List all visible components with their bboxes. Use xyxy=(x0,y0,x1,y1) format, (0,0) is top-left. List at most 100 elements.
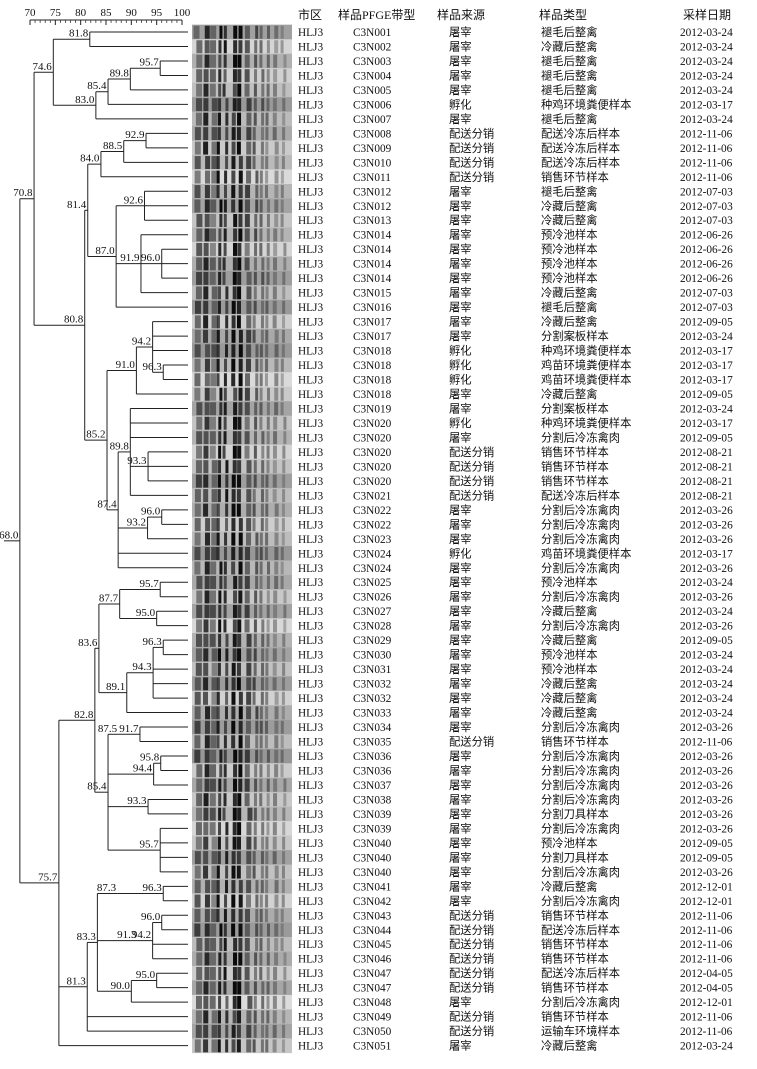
gel-band xyxy=(259,40,263,54)
gel-band xyxy=(233,228,238,242)
city-cell: HLJ3 xyxy=(298,968,323,980)
gel-band xyxy=(274,894,279,908)
sampling-date-cell: 2012-12-01 xyxy=(680,881,733,893)
gel-band xyxy=(253,257,257,271)
gel-band xyxy=(274,909,279,923)
gel-band xyxy=(195,648,202,662)
gel-band xyxy=(223,619,227,633)
gel-band xyxy=(219,25,223,39)
gel-band xyxy=(265,851,269,865)
gel-band xyxy=(273,590,278,604)
gel-band xyxy=(253,807,257,821)
gel-band xyxy=(282,286,286,300)
city-cell: HLJ3 xyxy=(298,186,323,198)
gel-band xyxy=(244,576,250,589)
gel-band xyxy=(253,1024,257,1038)
gel-band xyxy=(266,995,270,1009)
gel-band xyxy=(225,1024,229,1038)
gel-band xyxy=(259,735,263,749)
gel-band xyxy=(238,735,243,749)
gel-band xyxy=(266,822,270,836)
pfge-type-cell: C3N031 xyxy=(353,664,391,676)
sample-source-cell: 屠宰 xyxy=(449,648,472,662)
gel-band xyxy=(218,590,222,604)
gel-band xyxy=(273,257,278,271)
gel-band xyxy=(272,489,277,503)
gel-band xyxy=(253,98,257,112)
gel-band xyxy=(252,141,256,155)
gel-band xyxy=(196,416,203,430)
sample-source-cell: 屠宰 xyxy=(449,503,472,517)
table-row: HLJ3 C3N022 屠宰 分割后冷冻禽肉 2012-03-26 xyxy=(298,517,733,531)
gel-band xyxy=(237,54,242,68)
gel-band xyxy=(246,112,252,126)
gel-band xyxy=(283,69,287,83)
pfge-type-cell: C3N041 xyxy=(353,881,391,893)
gel-band xyxy=(231,300,236,314)
node-similarity-label: 95.7 xyxy=(139,839,159,851)
node-similarity-label: 83.6 xyxy=(78,637,98,649)
gel-band xyxy=(265,300,269,314)
table-row: HLJ3 C3N026 屠宰 分割后冷冻禽肉 2012-03-26 xyxy=(298,590,733,604)
gel-band xyxy=(194,894,201,908)
gel-band xyxy=(259,387,263,401)
table-row: HLJ3 C3N047 配送分销 配送冷冻后样本 2012-04-05 xyxy=(298,966,733,980)
sample-type-cell: 种鸡环境粪便样本 xyxy=(541,416,631,430)
gel-band xyxy=(266,242,270,256)
gel-band xyxy=(194,489,201,503)
sample-source-cell: 配送分销 xyxy=(449,1024,494,1038)
gel-band xyxy=(255,185,259,199)
gel-band xyxy=(237,1010,242,1024)
node-similarity-label: 83.0 xyxy=(75,94,95,106)
sampling-date-cell: 2012-12-01 xyxy=(680,997,733,1009)
sampling-date-cell: 2012-04-05 xyxy=(680,968,733,980)
gel-band xyxy=(266,387,270,401)
sample-type-cell: 配送冷冻后样本 xyxy=(541,923,620,937)
gel-band xyxy=(231,315,236,329)
gel-band xyxy=(259,547,263,561)
gel-band xyxy=(203,127,209,141)
sample-type-cell: 种鸡环境粪便样本 xyxy=(541,344,631,358)
sample-type-cell: 分割后冷冻禽肉 xyxy=(541,619,620,633)
gel-band xyxy=(211,836,218,850)
gel-band xyxy=(211,532,218,546)
gel-band xyxy=(244,199,250,213)
gel-band xyxy=(272,1039,277,1053)
gel-band xyxy=(209,590,216,604)
gel-band xyxy=(272,851,277,865)
gel-band xyxy=(225,836,229,850)
gel-band xyxy=(194,532,201,546)
gel-band xyxy=(246,880,252,894)
gel-band xyxy=(274,735,279,749)
gel-band xyxy=(209,619,216,633)
gel-band xyxy=(254,590,258,604)
gel-band xyxy=(274,532,279,546)
gel-band xyxy=(237,98,242,112)
gel-band xyxy=(218,995,222,1009)
gel-band xyxy=(203,503,209,517)
gel-band xyxy=(238,561,243,575)
gel-band xyxy=(274,373,279,387)
gel-band xyxy=(209,633,216,647)
sample-type-cell: 褪毛后整禽 xyxy=(541,112,598,126)
gel-band xyxy=(237,83,242,97)
gel-band xyxy=(203,460,209,474)
city-cell: HLJ3 xyxy=(298,563,323,575)
table-row: HLJ3 C3N027 屠宰 冷藏后整禽 2012-03-24 xyxy=(298,604,733,618)
gel-band xyxy=(245,373,251,387)
gel-band xyxy=(209,995,216,1009)
sampling-date-cell: 2012-09-05 xyxy=(680,389,733,401)
node-similarity-label: 94.3 xyxy=(132,661,152,673)
node-similarity-label: 93.3 xyxy=(127,455,147,467)
sample-source-cell: 屠宰 xyxy=(449,633,472,647)
table-row: HLJ3 C3N035 配送分销 销售环节样本 2012-11-06 xyxy=(298,735,733,749)
sampling-date-cell: 2012-03-26 xyxy=(680,722,733,734)
gel-band xyxy=(283,619,287,633)
sample-source-cell: 屠宰 xyxy=(449,604,472,618)
city-cell: HLJ3 xyxy=(298,765,323,777)
sample-type-cell: 分割后冷冻禽肉 xyxy=(541,778,620,792)
gel-lane xyxy=(192,241,292,257)
gel-band xyxy=(196,793,203,807)
gel-band xyxy=(255,576,259,589)
gel-band xyxy=(219,561,223,575)
